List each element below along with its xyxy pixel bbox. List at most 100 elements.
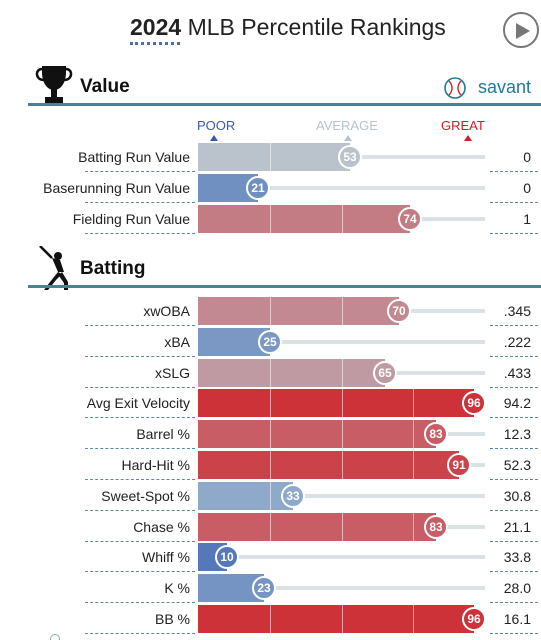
bar-gridline [270,420,271,449]
percentile-bar [198,451,459,479]
row-divider-left [85,602,195,604]
metric-value: 16.1 [503,611,531,627]
play-button[interactable] [503,12,539,48]
metric-label: Hard-Hit % [121,457,190,473]
row-divider-right [490,540,538,542]
metric-value: .433 [503,364,531,381]
percentile-badge: 65 [373,360,397,385]
percentile-track [198,586,485,591]
percentile-badge: 70 [387,299,411,323]
row-divider-left [85,386,195,388]
percentile-badge: 91 [447,453,471,477]
metric-label: Sweet-Spot % [101,487,190,504]
bar-gridline [270,512,271,541]
baseball-icon [444,77,466,99]
row-divider-right [490,448,538,450]
percentile-track [198,339,485,344]
percentile-row[interactable]: Fielding Run Value 74 1 [0,204,541,234]
bar-gridline [342,512,343,541]
bar-gridline [342,358,343,387]
row-divider-right [490,479,538,480]
bar-gridline [270,143,271,171]
percentile-row[interactable]: Whiff % 10 33.8 [0,542,541,573]
percentile-bar [198,605,474,633]
percentile-row[interactable]: BB % 96 16.1 [0,604,541,634]
scale-average-label: AVERAGE [316,118,378,133]
row-divider-right [490,171,538,172]
next-section-icon-partial [50,634,60,640]
metric-label: Fielding Run Value [72,210,190,227]
percentile-scale: POOR AVERAGE GREAT [0,114,541,144]
percentile-badge: 83 [424,514,448,539]
metric-value: 1 [523,210,531,227]
row-divider-right [490,232,538,234]
metric-label: K % [164,580,190,597]
bar-gridline [413,451,414,479]
percentile-row[interactable]: Barrel % 83 12.3 [0,419,541,450]
row-divider-right [490,325,538,326]
percentile-row[interactable]: Hard-Hit % 91 52.3 [0,450,541,480]
row-divider-left [85,171,195,172]
section-batting-divider [28,285,541,288]
metric-label: Barrel % [136,426,190,443]
percentile-badge: 25 [258,329,282,354]
metric-value: 0 [523,179,531,196]
row-divider-left [85,355,195,357]
percentile-bar [198,420,436,449]
metric-label: BB % [154,611,190,627]
metric-value: .345 [503,303,531,319]
metric-value: .222 [503,333,531,350]
percentile-bar [198,358,385,387]
row-divider-right [490,633,538,634]
percentile-row[interactable]: xSLG 65 .433 [0,358,541,388]
bar-gridline [342,605,343,633]
percentile-row[interactable]: Baserunning Run Value 21 0 [0,173,541,203]
scale-great-label: GREAT [441,118,485,133]
percentile-bar [198,481,293,510]
title-year: 2024 [130,14,182,40]
percentile-bar [198,512,436,541]
metric-label: xwOBA [143,303,190,319]
section-batting-header: Batting [28,244,541,290]
percentile-row[interactable]: Batting Run Value 53 0 [0,142,541,172]
row-divider-left [85,479,195,480]
row-divider-right [490,602,538,604]
row-divider-left [85,232,195,234]
row-divider-left [85,633,195,634]
percentile-bar [198,143,350,171]
bar-gridline [342,389,343,418]
row-divider-right [490,355,538,357]
percentile-row[interactable]: K % 23 28.0 [0,573,541,604]
metric-value: 94.2 [503,395,531,412]
play-icon [516,23,530,39]
percentile-track [198,185,485,190]
percentile-badge: 23 [252,576,276,601]
percentile-row[interactable]: xBA 25 .222 [0,327,541,357]
metric-label: xSLG [154,364,190,381]
row-divider-left [85,201,195,203]
metric-label: Chase % [133,518,190,535]
percentile-badge: 53 [338,145,362,169]
bar-gridline [342,297,343,325]
row-divider-left [85,540,195,542]
scale-great-marker [464,135,472,141]
percentile-bar [198,204,410,233]
percentile-badge: 74 [398,206,422,231]
savant-brand[interactable]: savant [477,77,531,97]
bar-gridline [270,481,271,510]
metric-label: Baserunning Run Value [43,179,190,196]
row-divider-right [490,386,538,388]
percentile-row[interactable]: Chase % 83 21.1 [0,512,541,542]
bar-gridline [270,358,271,387]
percentile-bar [198,389,474,418]
percentile-badge: 83 [424,422,448,447]
percentile-row[interactable]: Avg Exit Velocity 96 94.2 [0,388,541,419]
row-divider-right [490,417,538,419]
page-title: 2024 MLB Percentile Rankings [130,14,446,41]
percentile-row[interactable]: Sweet-Spot % 33 30.8 [0,481,541,511]
percentile-row[interactable]: xwOBA 70 .345 [0,296,541,326]
bar-gridline [413,420,414,449]
bar-gridline [413,512,414,541]
bar-gridline [413,389,414,418]
batter-icon [39,246,68,290]
